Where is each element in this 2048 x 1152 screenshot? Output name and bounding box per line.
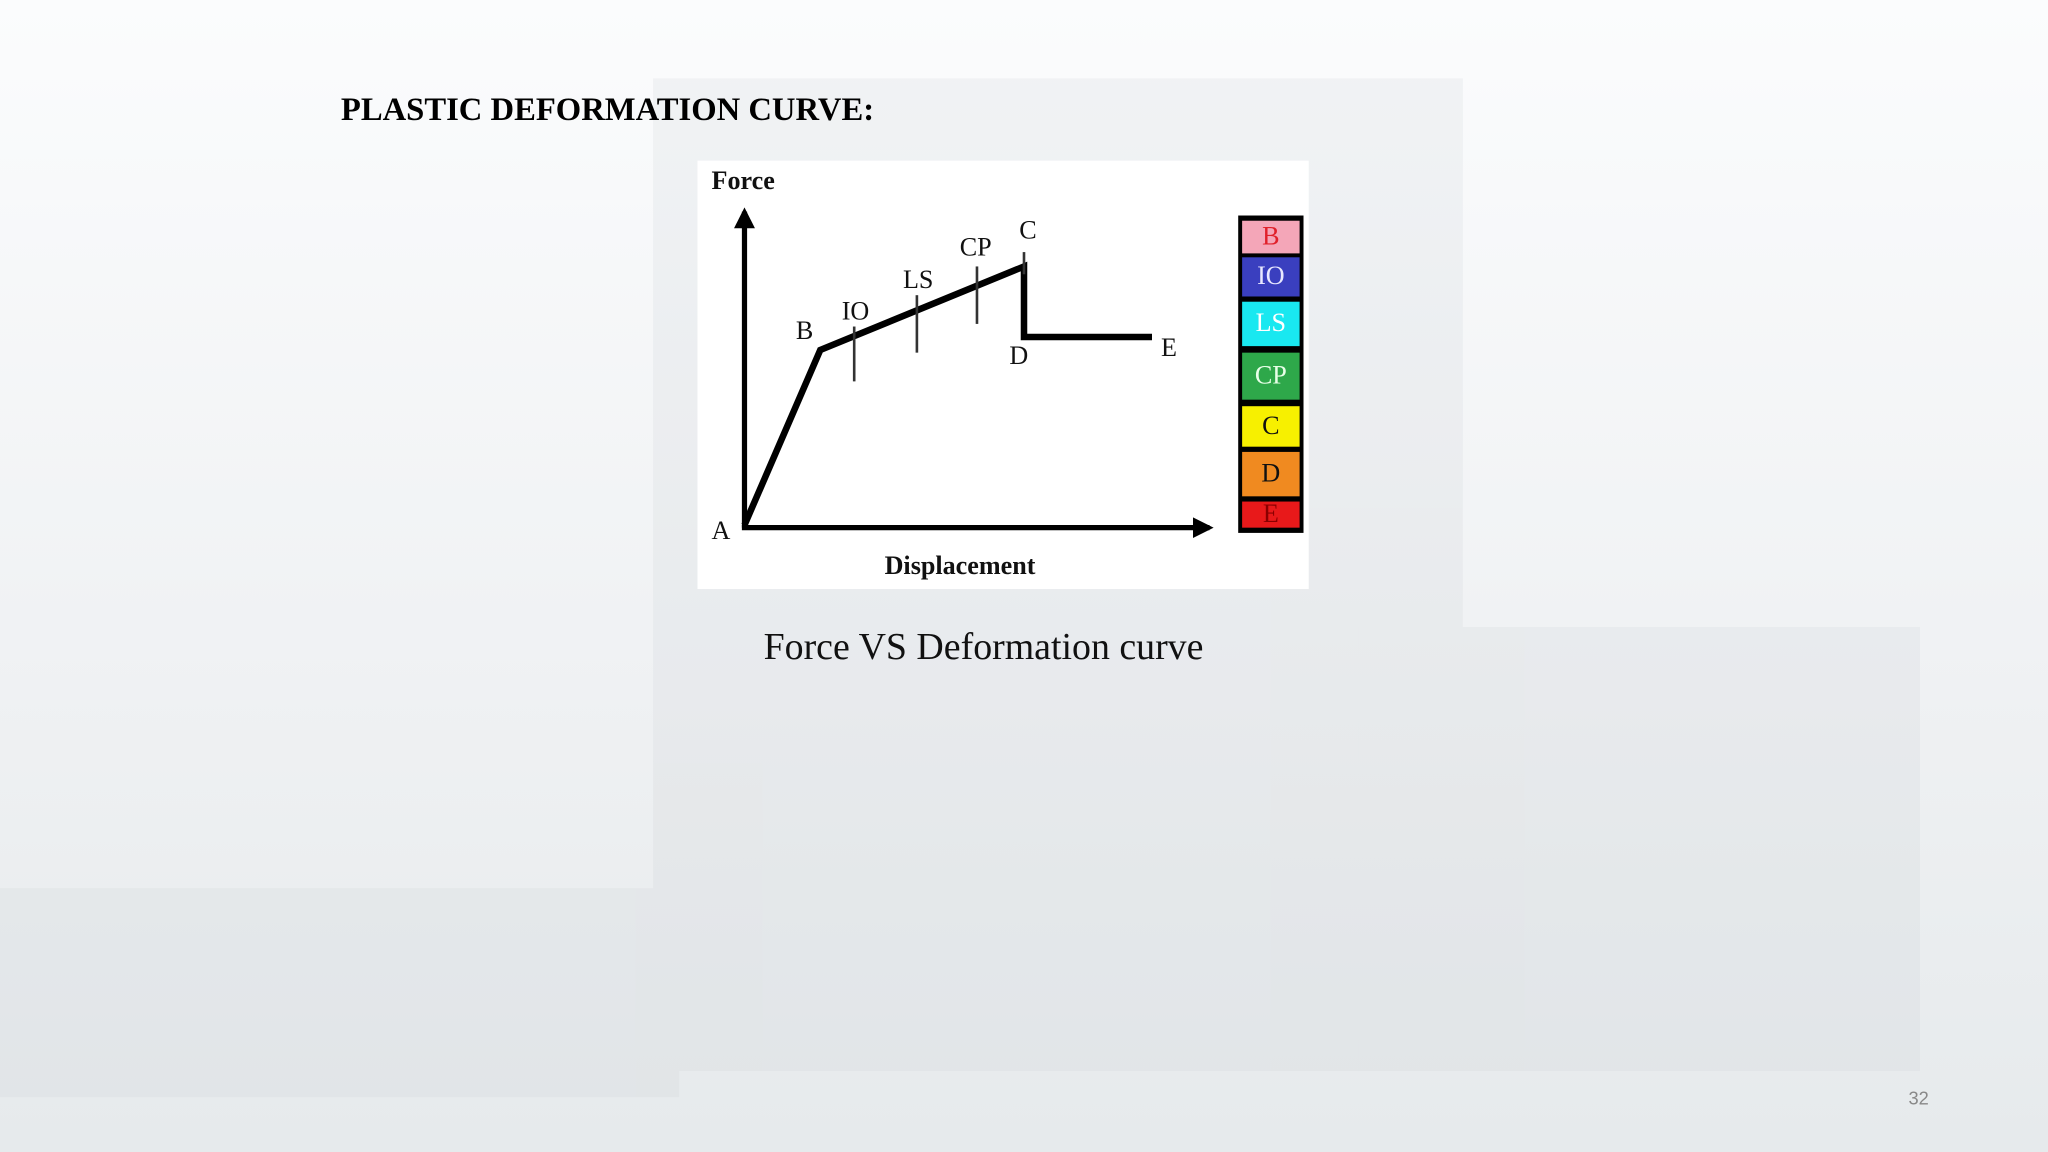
legend: B IO LS CP CDE [1242,220,1300,528]
legend-label: D [1261,458,1280,487]
diagram-background [697,160,1309,590]
legend-swatch [1242,451,1300,497]
legend-swatch [1242,257,1300,297]
legend-swatch [1242,220,1300,254]
caption: Force VS Deformation curve [764,626,1204,668]
legend-swatch [1242,301,1300,347]
slide-title: PLASTIC DEFORMATION CURVE: [341,92,874,128]
point-label: C [1019,215,1036,244]
point-label: B [796,316,813,345]
marker-label: IO [842,296,870,325]
y-axis-label: Force [712,166,775,195]
point-label: E [1161,333,1177,362]
page-number: 32 [1909,1088,1929,1109]
marker-label: CP [960,232,992,261]
legend-label: B [1262,221,1279,250]
legend-swatch [1242,352,1300,400]
legend-label: LS [1256,308,1286,337]
legend-label: IO [1257,261,1285,290]
x-axis-label: Displacement [885,551,1036,580]
legend-label: E [1263,499,1279,528]
diagram: Force Displacement A B C D E IO LS CP BI… [697,160,1309,590]
point-label: D [1009,341,1028,370]
legend-label: C [1262,411,1279,440]
legend-swatch [1242,501,1300,528]
legend-label: CP [1255,360,1287,389]
point-label: A [712,516,731,545]
legend-swatch [1242,406,1300,447]
marker-label: LS [903,265,933,294]
